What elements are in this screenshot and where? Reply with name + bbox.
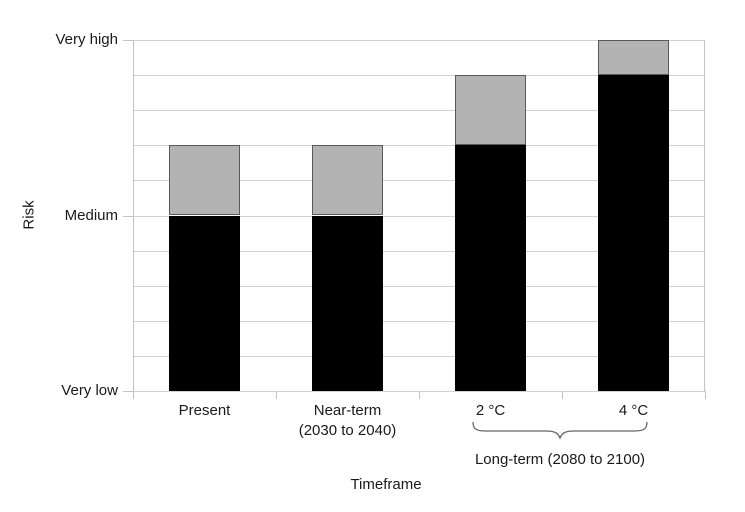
gridline	[133, 355, 705, 357]
gridline	[133, 215, 705, 217]
y-axis-line	[133, 40, 134, 391]
category-label-4c: 4 °C	[562, 401, 705, 421]
brace-icon	[472, 421, 648, 440]
x-tick	[133, 391, 134, 399]
gridline	[133, 250, 705, 252]
x-axis-title: Timeframe	[350, 476, 422, 493]
gridline	[133, 180, 705, 182]
bar-segment-gray-segment	[312, 145, 383, 216]
y-tick	[123, 391, 133, 392]
category-label-line1: 2 °C	[475, 402, 506, 419]
bar-segment-gray-segment	[455, 75, 526, 146]
x-tick	[276, 391, 277, 399]
plot-area	[123, 40, 706, 399]
bar-segment-black-segment	[455, 145, 526, 391]
ytick-label-medium: Medium	[64, 207, 118, 224]
gridline	[133, 145, 705, 147]
bar-segment-gray-segment	[169, 145, 240, 216]
x-tick	[419, 391, 420, 399]
y-tick	[123, 215, 133, 217]
x-tick	[562, 391, 563, 399]
y-tick	[123, 40, 133, 41]
plot-right-border	[704, 40, 705, 391]
category-label-present: Present	[133, 401, 276, 421]
category-label-2c: 2 °C	[419, 401, 562, 421]
gridline	[133, 285, 705, 287]
top-gridline	[133, 40, 705, 41]
category-label-line2: (2030 to 2040)	[298, 422, 397, 439]
brace-path	[472, 421, 648, 440]
gridline	[133, 110, 705, 112]
bar-segment-black-segment	[312, 215, 383, 391]
bar-segment-gray-segment	[598, 40, 669, 76]
category-label-near-term: Near-term (2030 to 2040)	[276, 401, 419, 441]
ytick-label-very-high: Very high	[55, 31, 118, 48]
ytick-label-very-low: Very low	[61, 382, 118, 399]
category-label-line1: Present	[178, 402, 231, 419]
bar-segment-black-segment	[169, 215, 240, 391]
brace-annotation-label: Long-term (2080 to 2100)	[474, 451, 646, 468]
gridline	[133, 75, 705, 77]
gridline	[133, 320, 705, 322]
category-label-line1: Near-term	[313, 402, 382, 419]
category-label-line1: 4 °C	[618, 402, 649, 419]
bar-segment-black-segment	[598, 75, 669, 391]
x-tick	[705, 391, 706, 399]
y-axis-title: Risk	[20, 200, 38, 230]
